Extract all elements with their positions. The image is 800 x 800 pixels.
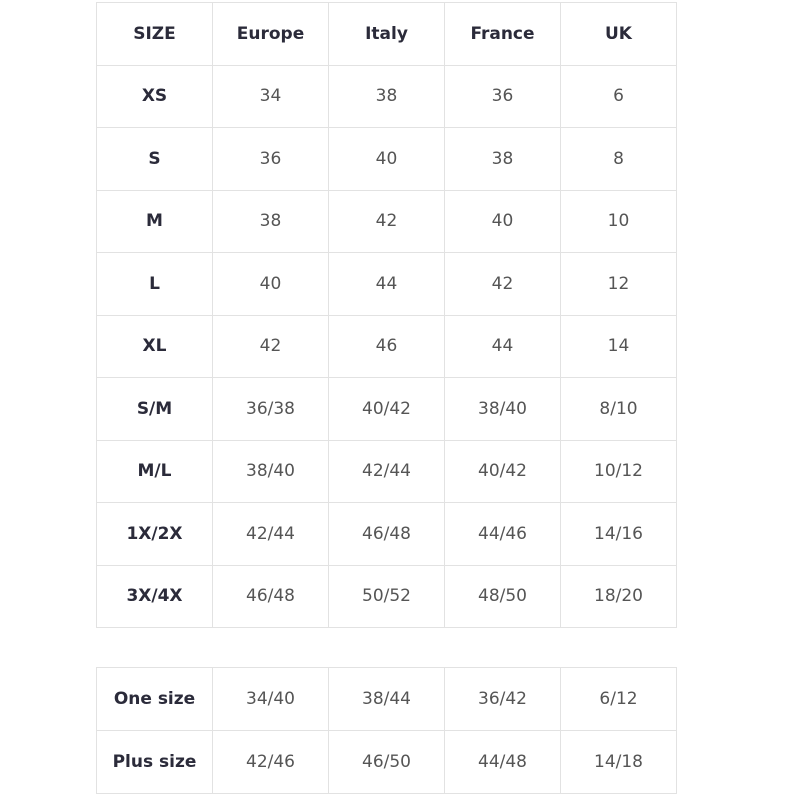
table-cell: 10 — [560, 189, 677, 253]
one-plus-size-table: One size 34/40 38/44 36/42 6/12 Plus size 42/4… — [96, 667, 677, 794]
table-cell: 40/42 — [328, 377, 445, 441]
table-cell: 40/42 — [444, 439, 561, 503]
table-cell: 44/46 — [444, 502, 561, 566]
table-cell: 40 — [328, 127, 445, 191]
table-row: L 40 44 42 12 — [96, 252, 677, 316]
table-cell: 34/40 — [212, 667, 329, 731]
table-cell: 42/46 — [212, 730, 329, 794]
table-cell: 40 — [444, 189, 561, 253]
size-label-cell: M — [96, 189, 213, 253]
column-header: SIZE — [96, 2, 213, 66]
table-cell: 38 — [212, 189, 329, 253]
table-row: S 36 40 38 8 — [96, 127, 677, 191]
size-chart-table: SIZE Europe Italy France UK XS 34 38 36 6 S 36 40 38 8… — [96, 2, 677, 628]
table-cell: 42 — [444, 252, 561, 316]
column-header: UK — [560, 2, 677, 66]
table-cell: 44 — [444, 314, 561, 378]
table-row: One size 34/40 38/44 36/42 6/12 — [96, 667, 677, 731]
table-cell: 38/40 — [212, 439, 329, 503]
size-label-cell: 3X/4X — [96, 564, 213, 628]
table-cell: 36/38 — [212, 377, 329, 441]
table-row: M 38 42 40 10 — [96, 189, 677, 253]
table-cell: 46/48 — [212, 564, 329, 628]
table-cell: 10/12 — [560, 439, 677, 503]
table-cell: 18/20 — [560, 564, 677, 628]
table-cell: 46/48 — [328, 502, 445, 566]
table-cell: 8 — [560, 127, 677, 191]
table-cell: 8/10 — [560, 377, 677, 441]
table-cell: 14 — [560, 314, 677, 378]
table-row: 3X/4X 46/48 50/52 48/50 18/20 — [96, 564, 677, 628]
table-cell: 42 — [212, 314, 329, 378]
table-cell: 42 — [328, 189, 445, 253]
column-header: Italy — [328, 2, 445, 66]
table-cell: 42/44 — [328, 439, 445, 503]
table-cell: 48/50 — [444, 564, 561, 628]
table-cell: 50/52 — [328, 564, 445, 628]
column-header: Europe — [212, 2, 329, 66]
table-row: XS 34 38 36 6 — [96, 64, 677, 128]
size-label-cell: XS — [96, 64, 213, 128]
table-cell: 46 — [328, 314, 445, 378]
size-label-cell: S/M — [96, 377, 213, 441]
table-cell: 36/42 — [444, 667, 561, 731]
size-label-cell: XL — [96, 314, 213, 378]
table-cell: 6/12 — [560, 667, 677, 731]
table-row: XL 42 46 44 14 — [96, 314, 677, 378]
table-row: Plus size 42/46 46/50 44/48 14/18 — [96, 730, 677, 794]
table-cell: 44 — [328, 252, 445, 316]
table-cell: 38 — [328, 64, 445, 128]
table-row: 1X/2X 42/44 46/48 44/46 14/16 — [96, 502, 677, 566]
table-row: S/M 36/38 40/42 38/40 8/10 — [96, 377, 677, 441]
column-header: France — [444, 2, 561, 66]
table-cell: 14/16 — [560, 502, 677, 566]
table-cell: 36 — [444, 64, 561, 128]
table-cell: 38 — [444, 127, 561, 191]
size-label-cell: Plus size — [96, 730, 213, 794]
size-label-cell: S — [96, 127, 213, 191]
table-cell: 38/44 — [328, 667, 445, 731]
table-cell: 46/50 — [328, 730, 445, 794]
size-label-cell: 1X/2X — [96, 502, 213, 566]
size-label-cell: One size — [96, 667, 213, 731]
size-label-cell: M/L — [96, 439, 213, 503]
table-cell: 44/48 — [444, 730, 561, 794]
table-cell: 36 — [212, 127, 329, 191]
header-row: SIZE Europe Italy France UK — [96, 2, 677, 66]
table-row: M/L 38/40 42/44 40/42 10/12 — [96, 439, 677, 503]
table-cell: 12 — [560, 252, 677, 316]
table-cell: 40 — [212, 252, 329, 316]
table-cell: 6 — [560, 64, 677, 128]
table-cell: 34 — [212, 64, 329, 128]
table-cell: 42/44 — [212, 502, 329, 566]
table-cell: 14/18 — [560, 730, 677, 794]
size-label-cell: L — [96, 252, 213, 316]
table-cell: 38/40 — [444, 377, 561, 441]
